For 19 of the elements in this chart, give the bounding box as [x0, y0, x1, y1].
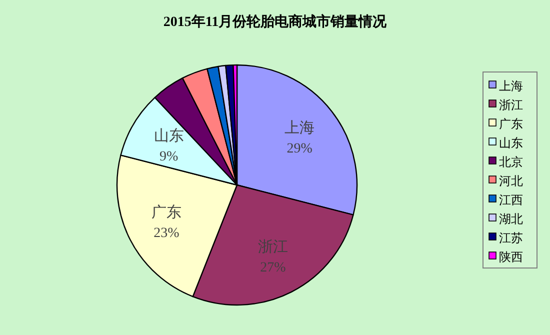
legend-label: 陕西 [499, 250, 523, 264]
slice-label: 山东 [154, 128, 184, 145]
legend-label: 山东 [499, 136, 523, 150]
slice-label: 上海 [284, 119, 315, 136]
legend-label: 江西 [499, 193, 523, 207]
chart-title: 2015年11月份轮胎电商城市销量情况 [163, 13, 388, 30]
legend-label: 浙江 [499, 98, 523, 112]
legend-label: 河北 [499, 174, 523, 188]
legend-label: 北京 [499, 155, 523, 169]
legend-label: 江苏 [499, 231, 523, 245]
data-label: 9% [159, 150, 178, 165]
legend-label: 上海 [499, 79, 523, 93]
data-label: 23% [154, 226, 180, 241]
data-label: 27% [260, 260, 286, 276]
slice-label: 浙江 [258, 238, 288, 256]
slice-label: 广东 [151, 204, 182, 221]
legend-label: 湖北 [499, 212, 523, 226]
data-label: 29% [286, 141, 313, 156]
legend-label: 广东 [499, 117, 523, 131]
